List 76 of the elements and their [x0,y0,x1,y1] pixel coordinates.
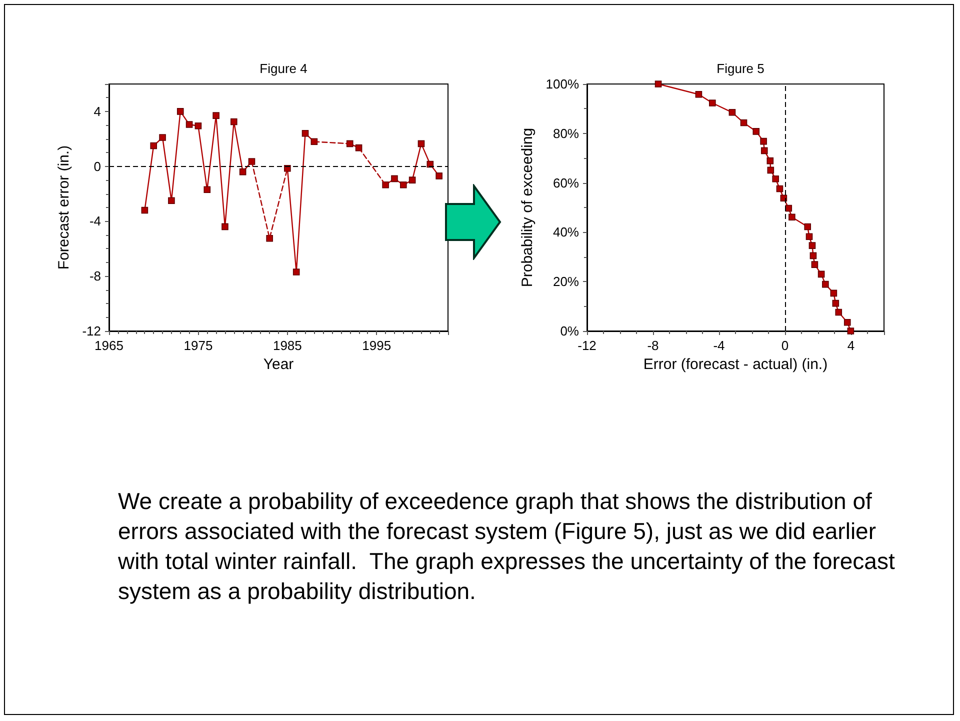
point [222,223,228,230]
x-tick-label: 4 [847,338,855,353]
point [391,175,398,182]
point [346,140,354,148]
y-tick-label: 40% [552,224,580,240]
point [266,234,273,242]
point [436,172,442,180]
point [844,318,851,326]
x-tick-label: -12 [578,338,596,353]
point [695,90,702,98]
point [230,118,238,126]
point [709,100,716,106]
point [400,181,407,188]
point [302,130,309,137]
point [810,252,817,260]
y-tick-label: -4 [89,214,101,229]
point [811,261,818,268]
point [808,242,816,249]
y-tick-label: 4 [94,104,101,119]
point [818,270,825,278]
point [248,158,256,165]
y-tick-label: 20% [552,274,580,290]
x-tick-label: 1965 [94,338,124,353]
point [847,328,854,334]
x-tick-label: 1985 [272,338,302,353]
point [804,223,812,230]
x-tick-label: -8 [647,338,659,353]
y-tick-label: 60% [552,175,580,190]
point [776,185,784,192]
y-axis-title: Forecast error (in.) [55,145,72,270]
x-axis-title: Error (forecast - actual) (in.) [643,356,828,373]
point [159,134,166,141]
y-tick-label: 80% [552,126,580,141]
chart-title: Figure 5 [716,61,764,76]
point [780,194,788,202]
point [176,108,184,115]
x-tick-label: 0 [781,338,789,353]
y-tick-label: 0% [560,324,580,338]
y-tick-label: -8 [89,268,101,284]
point [654,80,662,88]
text: We create a probability of exceedence graph that shows the distribution of errors associated with the forecast system (Figure 5), just as we did earlier with total winter rainfall. The graph expresses the uncertainty of the forecast system as a probability distribution. [118,487,896,606]
point [204,186,211,194]
point [168,197,175,204]
point [760,138,767,145]
point [752,128,760,135]
point [141,206,148,214]
x-tick-label: 1995 [362,338,392,353]
point [760,147,768,154]
chart-title: Figure 4 [260,61,308,76]
y-tick-label: 0 [94,158,101,174]
point [408,176,416,184]
y-axis-title: Probability of exceeding [518,128,536,288]
y-tick-label: -12 [82,324,101,338]
y-tick-label: 100% [546,76,580,92]
x-tick-label: 1975 [184,338,213,353]
point [740,119,748,126]
point [728,109,736,116]
point [150,142,158,150]
point [212,112,220,119]
point [822,280,829,288]
point [835,308,842,316]
point [766,157,774,164]
point [382,181,389,188]
x-tick-label: -4 [713,338,725,353]
point [239,168,246,176]
point [292,268,300,276]
point [767,166,774,174]
point [418,140,425,148]
point [788,214,796,221]
point [772,175,779,182]
point [832,300,840,307]
point [806,233,813,240]
point [186,121,193,128]
point [830,290,838,297]
point [194,122,202,130]
x-axis-title: Year [263,356,294,373]
